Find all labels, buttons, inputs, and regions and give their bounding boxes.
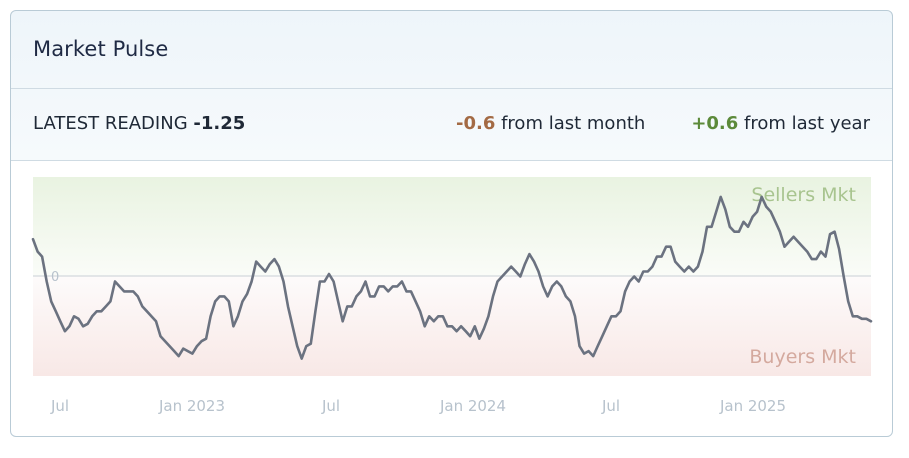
year-change-value: +0.6 bbox=[691, 113, 739, 134]
x-tick-label: Jul bbox=[50, 397, 69, 415]
latest-reading-label: LATEST READING bbox=[33, 113, 188, 134]
series-line bbox=[31, 195, 873, 360]
year-change: +0.6 from last year bbox=[691, 113, 870, 134]
month-change: -0.6 from last month bbox=[456, 113, 645, 134]
stats-divider bbox=[11, 160, 892, 161]
x-tick-label: Jan 2024 bbox=[439, 397, 506, 415]
market-pulse-card: Market Pulse LATEST READING -1.25 -0.6 f… bbox=[10, 10, 893, 437]
card-title: Market Pulse bbox=[33, 37, 169, 61]
month-change-value: -0.6 bbox=[456, 113, 496, 134]
x-axis-ticks: Jul Jan 2023 Jul Jan 2024 Jul Jan 2025 bbox=[50, 397, 786, 415]
market-pulse-chart: 0 Sellers Mkt Buyers Mkt Jul Jan 2023 Jul J… bbox=[31, 177, 873, 415]
sellers-band bbox=[33, 177, 871, 276]
latest-reading-value: -1.25 bbox=[193, 113, 246, 134]
latest-reading: LATEST READING -1.25 bbox=[33, 113, 245, 134]
buyers-band-label: Buyers Mkt bbox=[749, 346, 856, 368]
x-tick-label: Jul bbox=[601, 397, 620, 415]
stats-row: LATEST READING -1.25 -0.6 from last mont… bbox=[33, 113, 870, 137]
month-change-label: from last month bbox=[501, 113, 646, 134]
sellers-band-label: Sellers Mkt bbox=[751, 184, 856, 206]
year-change-label: from last year bbox=[744, 113, 870, 134]
zero-label: 0 bbox=[51, 270, 59, 285]
header-divider bbox=[11, 88, 892, 89]
x-tick-label: Jul bbox=[321, 397, 340, 415]
x-tick-label: Jan 2025 bbox=[719, 397, 786, 415]
x-tick-label: Jan 2023 bbox=[158, 397, 225, 415]
